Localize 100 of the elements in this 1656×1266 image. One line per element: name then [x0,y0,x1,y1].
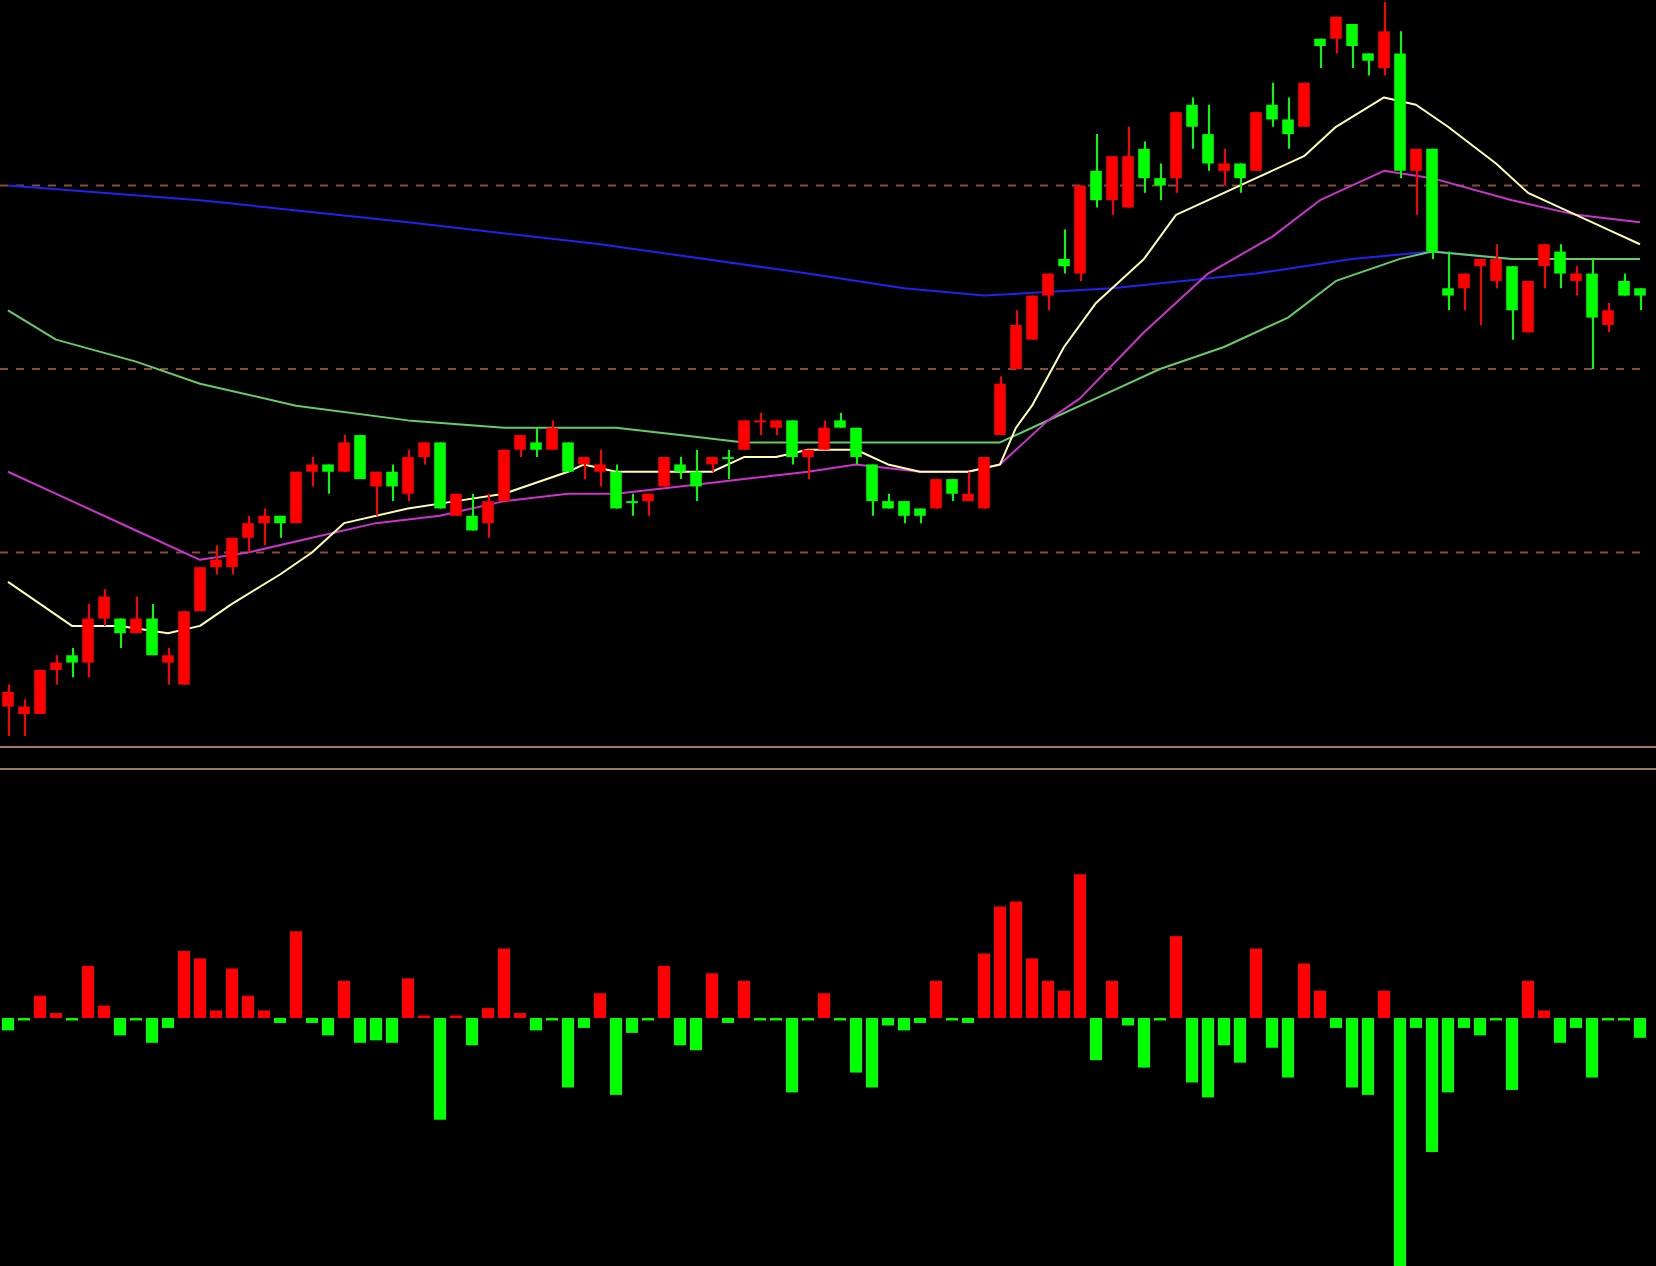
candlestick [50,654,62,686]
candlestick [818,419,830,451]
bar [1010,901,1022,1018]
bar [610,1018,622,1095]
bar [658,965,670,1018]
candlestick [66,646,78,679]
bar [1410,1018,1422,1028]
bar [978,953,990,1018]
candlestick [786,419,798,466]
candlestick [402,448,414,503]
candlestick [1442,250,1454,312]
bar [1570,1018,1582,1028]
candlestick [1570,265,1582,297]
candlestick [258,507,270,547]
bar [1426,1018,1438,1152]
candlestick [418,441,430,466]
bar [1266,1018,1278,1048]
bar [1250,948,1262,1018]
candlestick [674,456,686,481]
candlestick [866,463,878,517]
candlestick [1618,272,1630,297]
bar [1586,1018,1598,1078]
bar [482,1008,494,1018]
bar [178,951,190,1018]
candlestick [1090,133,1102,209]
candlestick [738,419,750,451]
candlestick [546,419,558,451]
candlestick [962,470,974,503]
candlestick [1266,81,1278,128]
bar [738,980,750,1018]
candlestick [514,434,526,459]
candlestick [722,448,734,481]
bar [1298,963,1310,1018]
candlestick [210,544,222,576]
candlestick [1346,23,1358,70]
bar [1106,980,1118,1018]
bar [82,965,94,1018]
bar [674,1018,686,1046]
candlestick [194,566,206,613]
candlestick [1506,265,1518,341]
candlestick [1058,228,1070,275]
bar [930,980,942,1018]
candlestick [130,595,142,635]
bar [322,1018,334,1036]
bar [1314,990,1326,1018]
bar [594,993,606,1018]
bar [850,1018,862,1073]
bar [530,1018,542,1031]
candlestick [1554,243,1566,290]
bar [162,1018,174,1028]
bar [466,1018,478,1046]
candlestick [114,617,126,649]
bar [898,1018,910,1031]
bar [290,931,302,1018]
bar [818,993,830,1018]
candlestick [1330,15,1342,55]
bar [34,995,46,1018]
bar [114,1018,126,1036]
bar [1170,936,1182,1018]
candlestick [898,500,910,525]
bar [882,1018,894,1026]
candlestick [1634,287,1646,312]
candlestick [1474,257,1486,326]
bar [1186,1018,1198,1083]
bar [386,1018,398,1043]
bar [1554,1018,1566,1043]
bar [1362,1018,1374,1095]
candlestick [1106,155,1118,216]
bar [1026,958,1038,1018]
bar [194,958,206,1018]
candlestick [18,698,30,737]
bar [1394,1018,1406,1266]
bar [578,1018,590,1028]
bar [786,1018,798,1093]
candlestick [1490,243,1502,290]
candlestick [754,412,766,437]
candlestick [1458,272,1470,312]
bar [402,978,414,1018]
bar [1346,1018,1358,1088]
candlestick [610,463,622,510]
bar [994,906,1006,1018]
bar [1442,1018,1454,1093]
candlestick [1218,147,1230,187]
candlestick [1362,52,1374,77]
bar [226,968,238,1018]
bar [690,1018,702,1051]
candlestick [466,492,478,532]
bar [242,995,254,1018]
bar [1458,1018,1470,1028]
candlestick [322,463,334,495]
candlestick [338,434,350,473]
bar [1474,1018,1486,1036]
candlestick [1138,140,1150,194]
bar [1058,990,1070,1018]
candlestick [1154,162,1166,202]
bar [866,1018,878,1088]
candlestick [578,456,590,481]
candlestick [1282,96,1294,150]
bar [1282,1018,1294,1078]
bar [1138,1018,1150,1068]
